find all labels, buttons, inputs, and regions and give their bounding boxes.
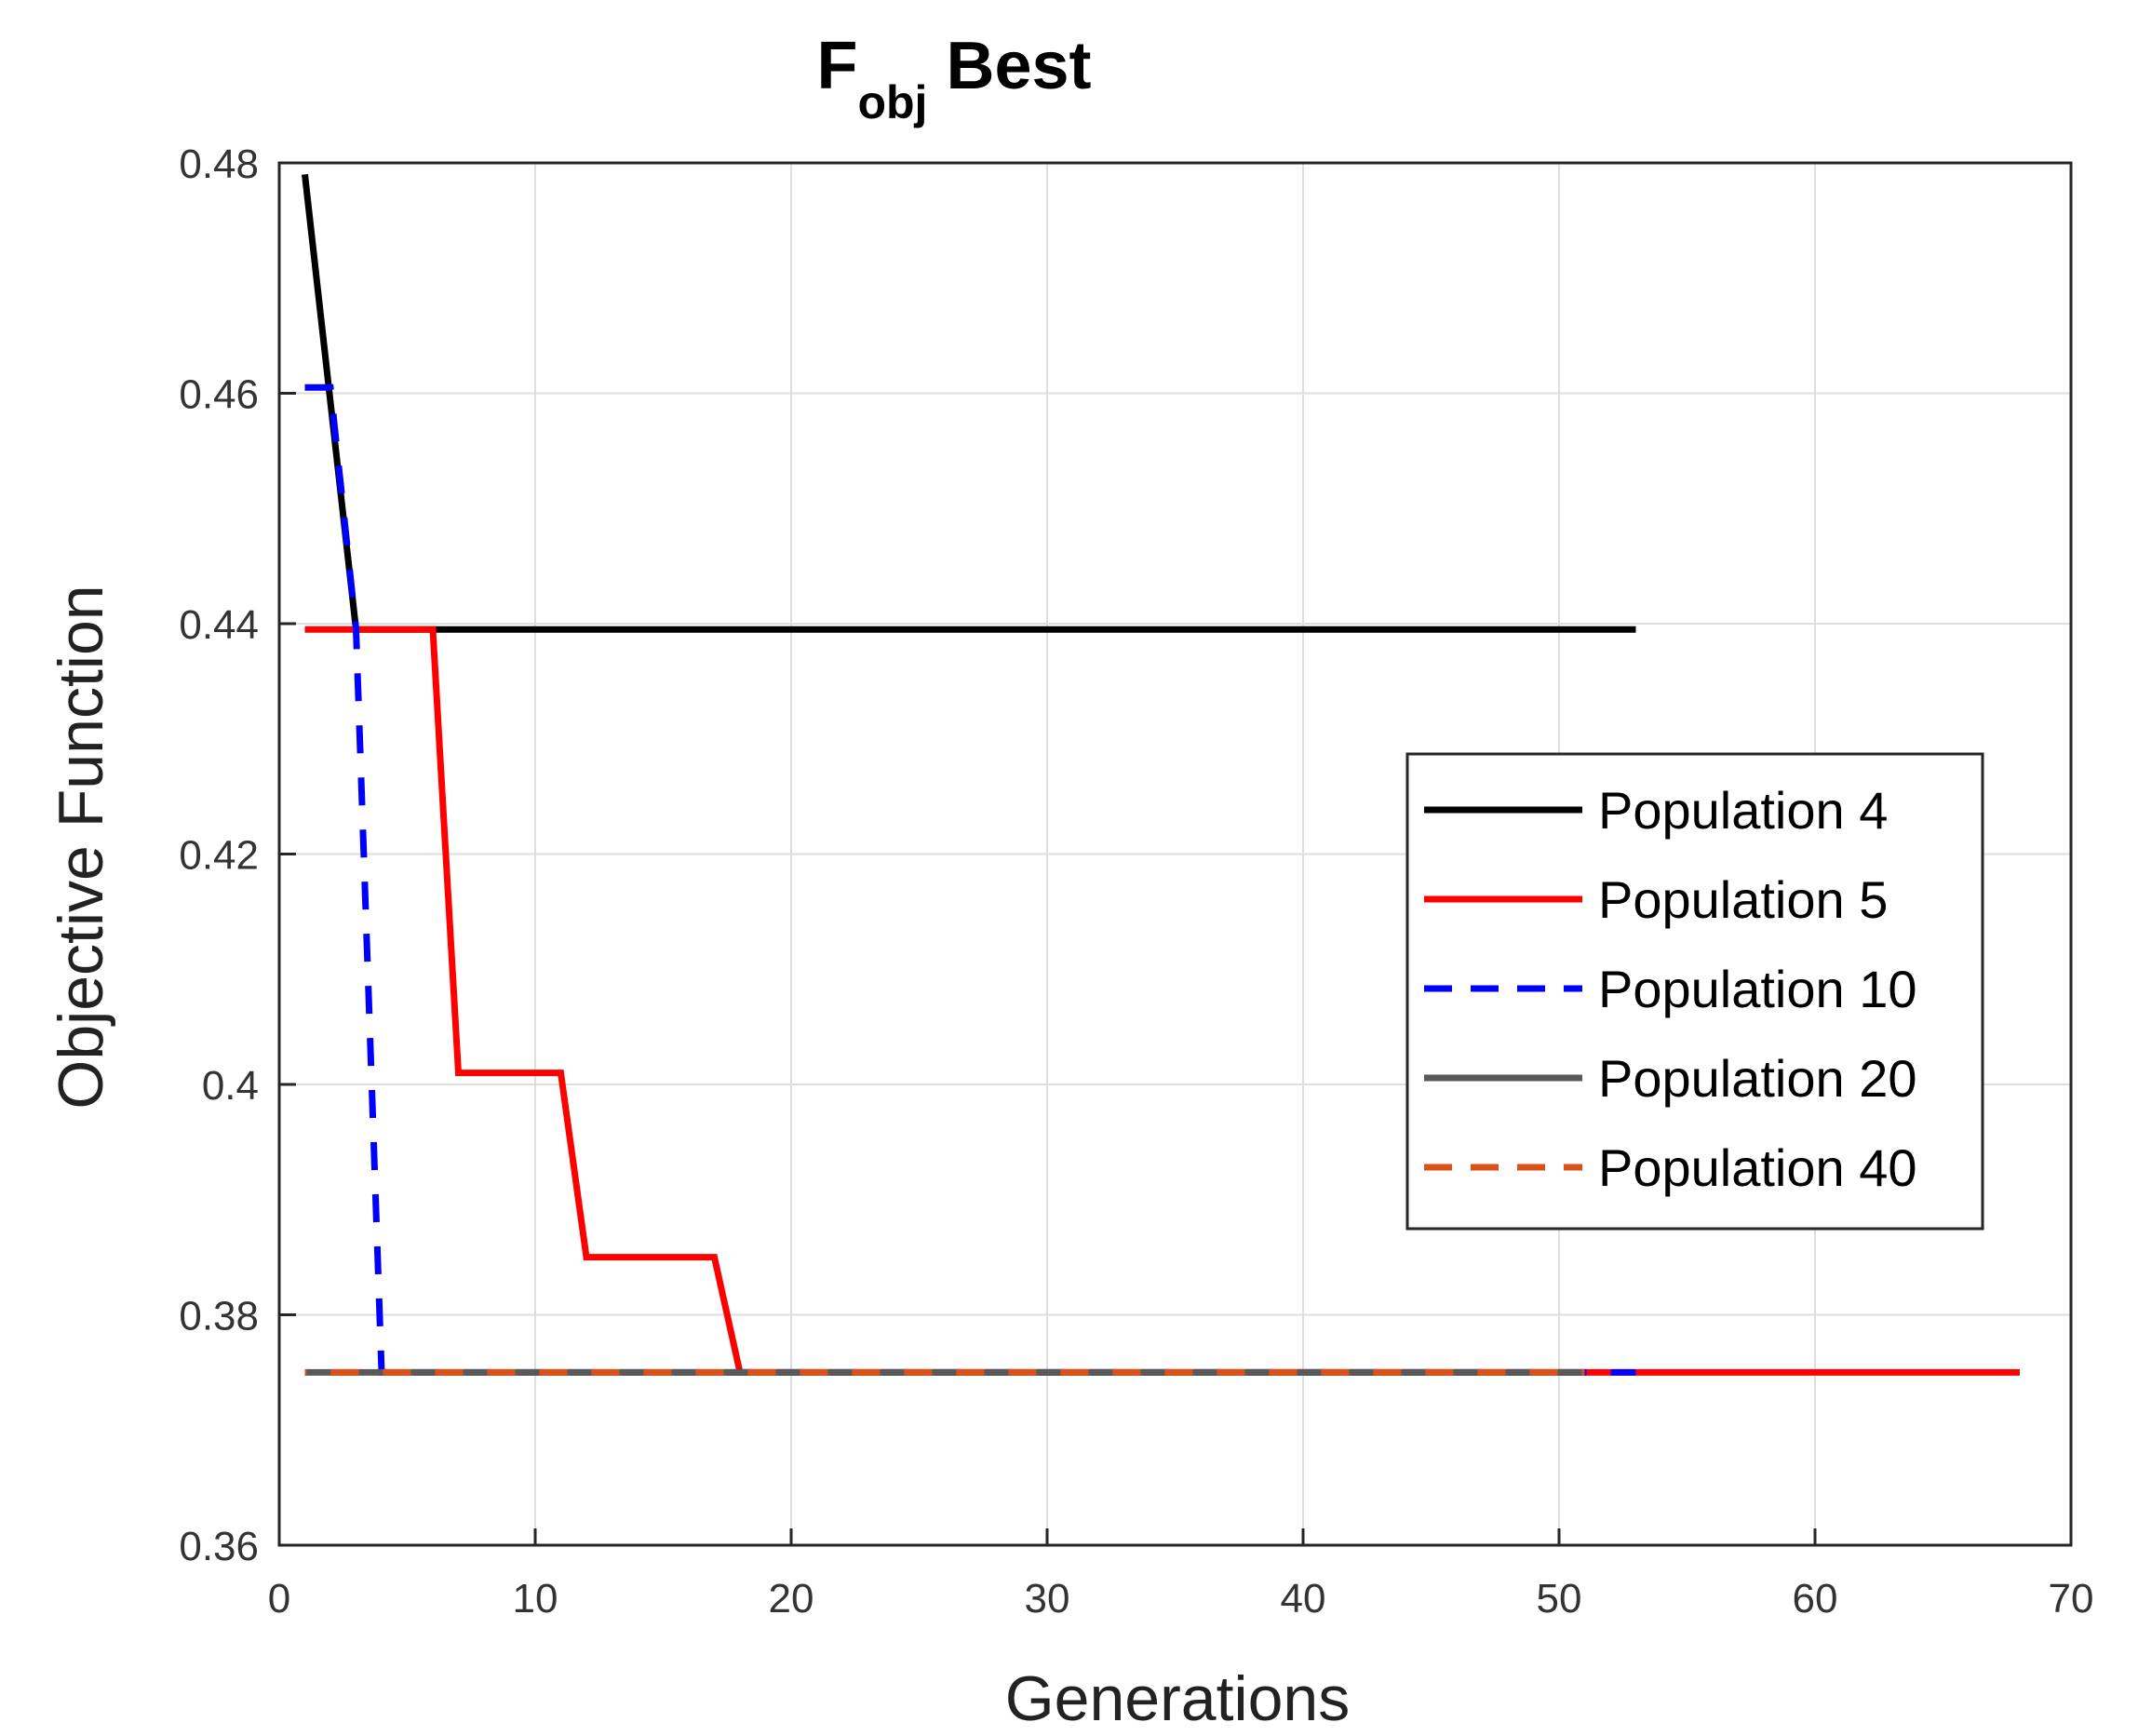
- x-tick-label: 60: [1793, 1576, 1838, 1622]
- legend-box: [1405, 752, 1984, 1231]
- legend: Population 4 Population 5 Population 10 Pop…: [1405, 752, 1984, 1231]
- x-tick-label: 10: [513, 1576, 558, 1622]
- chart-title: Fobj Best: [816, 29, 1091, 128]
- x-tick-label: 70: [2049, 1576, 2094, 1622]
- x-tick-label: 0: [268, 1576, 290, 1622]
- series-layer: [302, 174, 2020, 1376]
- y-tick-label: 0.36: [179, 1524, 259, 1569]
- y-axis-label: Objective Function: [46, 585, 116, 1109]
- x-tick-label: 50: [1537, 1576, 1582, 1622]
- y-tick-label: 0.38: [179, 1294, 259, 1339]
- series-line-population-5: [304, 626, 2020, 1376]
- x-tick-label: 20: [769, 1576, 814, 1622]
- y-tick-label: 0.48: [179, 141, 259, 187]
- y-tick-label: 0.4: [202, 1063, 259, 1109]
- x-tick-label: 30: [1025, 1576, 1070, 1622]
- legend-label: Population 40: [1598, 1138, 1917, 1197]
- axis-ticks: 0 10 20 30 40 50 60 70 0.36 0.38 0.4 0.42 0.44 0.46 0.…: [179, 141, 2093, 1622]
- title-subscript: obj: [857, 76, 927, 128]
- legend-label: Population 20: [1598, 1049, 1917, 1108]
- title-main: F: [816, 29, 857, 103]
- y-tick-label: 0.44: [179, 602, 259, 648]
- x-axis-label: Generations: [1005, 1663, 1350, 1734]
- legend-label: Population 10: [1598, 960, 1917, 1018]
- y-tick-label: 0.42: [179, 833, 259, 879]
- legend-label: Population 4: [1598, 781, 1888, 840]
- title-rest: Best: [927, 29, 1091, 103]
- x-tick-label: 40: [1281, 1576, 1326, 1622]
- legend-label: Population 5: [1598, 870, 1888, 929]
- y-tick-label: 0.46: [179, 372, 259, 418]
